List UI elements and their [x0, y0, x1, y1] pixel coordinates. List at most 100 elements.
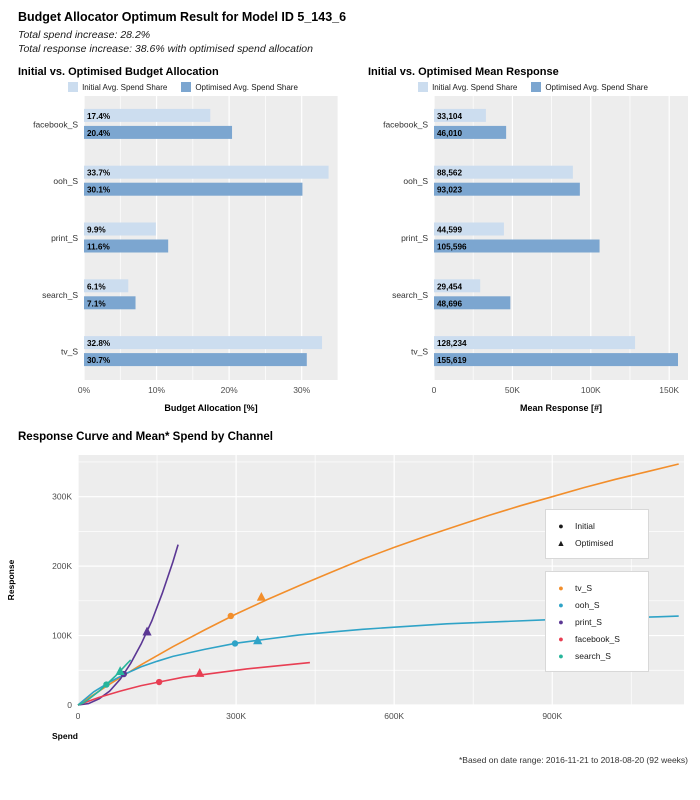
legend-label-optimised: Optimised Avg. Spend Share: [195, 82, 298, 92]
category-label: tv_S: [411, 347, 428, 357]
channel-legend-label: search_S: [575, 650, 611, 661]
initial-point-search_S: [103, 681, 110, 688]
circle-icon: ●: [558, 520, 564, 531]
bar-value-label: 155,619: [437, 356, 467, 365]
bar-value-label: 33.7%: [87, 169, 111, 178]
bar: [84, 336, 323, 350]
channel-legend-item: ● ooh_S: [556, 596, 638, 613]
bar: [84, 125, 233, 139]
legend-label-initial: Initial Avg. Spend Share: [82, 82, 168, 92]
bar-value-label: 32.8%: [87, 339, 111, 348]
channel-legend-item: ● search_S: [556, 647, 638, 664]
initial-point-ooh_S: [231, 640, 239, 647]
channel-color-dot: ●: [558, 599, 564, 610]
channel-color-dot: ●: [558, 616, 564, 627]
budget-allocation-plot: 0% 10% 20% 30% facebook_S 17.4% 20.4% ooh_S 33.7…: [33, 96, 339, 413]
y-tick-label: 300K: [52, 492, 72, 502]
bar: [84, 296, 136, 310]
channel-color-dot: ●: [558, 633, 564, 644]
category-label: search_S: [392, 290, 428, 300]
bar-value-label: 88,562: [437, 169, 462, 178]
bar-value-label: 9.9%: [87, 226, 106, 235]
subtitle-spend-increase: Total spend increase: 28.2%: [18, 29, 151, 41]
bar-value-label: 7.1%: [87, 299, 106, 308]
x-tick-label: 100K: [581, 385, 601, 395]
response-curve-ooh_S: [77, 615, 679, 706]
response-curve-print_S: [77, 544, 179, 706]
initial-point-tv_S: [227, 612, 235, 620]
x-tick-label: 300K: [226, 711, 246, 721]
bar-value-label: 11.6%: [87, 243, 110, 252]
x-tick-label: 150K: [659, 385, 679, 395]
channel-legend-label: ooh_S: [575, 599, 600, 610]
y-tick-label: 200K: [52, 561, 72, 571]
shape-legend-item: ● Initial: [556, 517, 638, 534]
y-tick-label: 0: [67, 700, 72, 710]
page-title: Budget Allocator Optimum Result for Mode…: [18, 10, 347, 24]
report-header: Budget Allocator Optimum Result for Mode…: [0, 0, 700, 56]
x-tick-label: 30%: [293, 385, 310, 395]
bar: [434, 165, 573, 179]
bar-value-label: 128,234: [437, 339, 467, 348]
response-curve-chart: 0 300K 600K 900K 0 100K 200K 300K Response Spend …: [0, 447, 700, 749]
legend-item-optimised: Optimised Avg. Spend Share: [181, 82, 298, 92]
bar-value-label: 93,023: [437, 186, 462, 195]
channel-color-dot: ●: [558, 582, 564, 593]
x-tick-label: 20%: [221, 385, 238, 395]
bar: [84, 353, 307, 367]
bar-value-label: 105,596: [437, 243, 467, 252]
plot-panel: [84, 96, 338, 380]
budget-allocation-panel: Initial vs. Optimised Budget Allocation …: [0, 66, 350, 421]
channel-legend-item: ● tv_S: [556, 579, 638, 596]
legend-item-initial: Initial Avg. Spend Share: [68, 82, 167, 92]
x-tick-label: 0: [76, 711, 81, 721]
channel-legend-label: print_S: [575, 616, 602, 627]
bar: [84, 108, 211, 122]
bar-value-label: 44,599: [437, 226, 462, 235]
channel-legend-item: ● print_S: [556, 613, 638, 630]
category-label: search_S: [42, 290, 78, 300]
category-label: ooh_S: [53, 176, 78, 186]
optimised-point-facebook_S: [195, 668, 205, 677]
category-label: print_S: [51, 233, 78, 243]
optimised-swatch: [531, 82, 542, 92]
category-label: facebook_S: [33, 119, 78, 129]
response-curve-title: Response Curve and Mean* Spend by Channe…: [18, 431, 273, 443]
shape-legend-label: Initial: [575, 520, 595, 531]
bar: [434, 182, 580, 196]
legend-item-optimised: Optimised Avg. Spend Share: [531, 82, 648, 92]
x-tick-label: 10%: [148, 385, 165, 395]
initial-swatch: [418, 82, 429, 92]
shape-legend-item: ▲ Optimised: [556, 534, 638, 551]
legend-label-optimised: Optimised Avg. Spend Share: [545, 82, 648, 92]
initial-point-facebook_S: [155, 678, 163, 686]
mean-response-plot: 0 50K 100K 150K facebook_S 33,104 46,010 ooh_S 8…: [383, 96, 688, 413]
bar: [84, 182, 303, 196]
bar: [84, 165, 329, 179]
bar-value-label: 30.1%: [87, 186, 111, 195]
optimised-point-print_S: [142, 626, 152, 636]
bar-value-label: 46,010: [437, 129, 462, 138]
channel-legend: ● tv_S ● ooh_S ● print_S ● facebook_S ● search_S: [545, 571, 649, 672]
legend-item-initial: Initial Avg. Spend Share: [418, 82, 517, 92]
bar: [434, 353, 678, 367]
category-label: facebook_S: [383, 119, 428, 129]
subtitle-response-increase: Total response increase: 38.6% with opti…: [18, 43, 313, 55]
x-tick-label: 600K: [384, 711, 404, 721]
channel-legend-item: ● facebook_S: [556, 630, 638, 647]
x-axis-title: Spend: [52, 731, 78, 741]
y-tick-label: 100K: [52, 631, 72, 641]
triangle-icon: ▲: [556, 537, 566, 548]
bar-value-label: 29,454: [437, 282, 462, 291]
x-tick-label: 900K: [542, 711, 562, 721]
bar: [84, 279, 129, 293]
bar-value-label: 33,104: [437, 112, 462, 121]
bar-value-label: 48,696: [437, 299, 462, 308]
bar: [434, 125, 507, 139]
bar: [84, 239, 169, 253]
bar-value-label: 30.7%: [87, 356, 111, 365]
channel-legend-label: tv_S: [575, 582, 593, 593]
mean-response-legend: Initial Avg. Spend Share Optimised Avg. …: [368, 82, 698, 92]
footnote: *Based on date range: 2016-11-21 to 2018…: [458, 755, 688, 765]
